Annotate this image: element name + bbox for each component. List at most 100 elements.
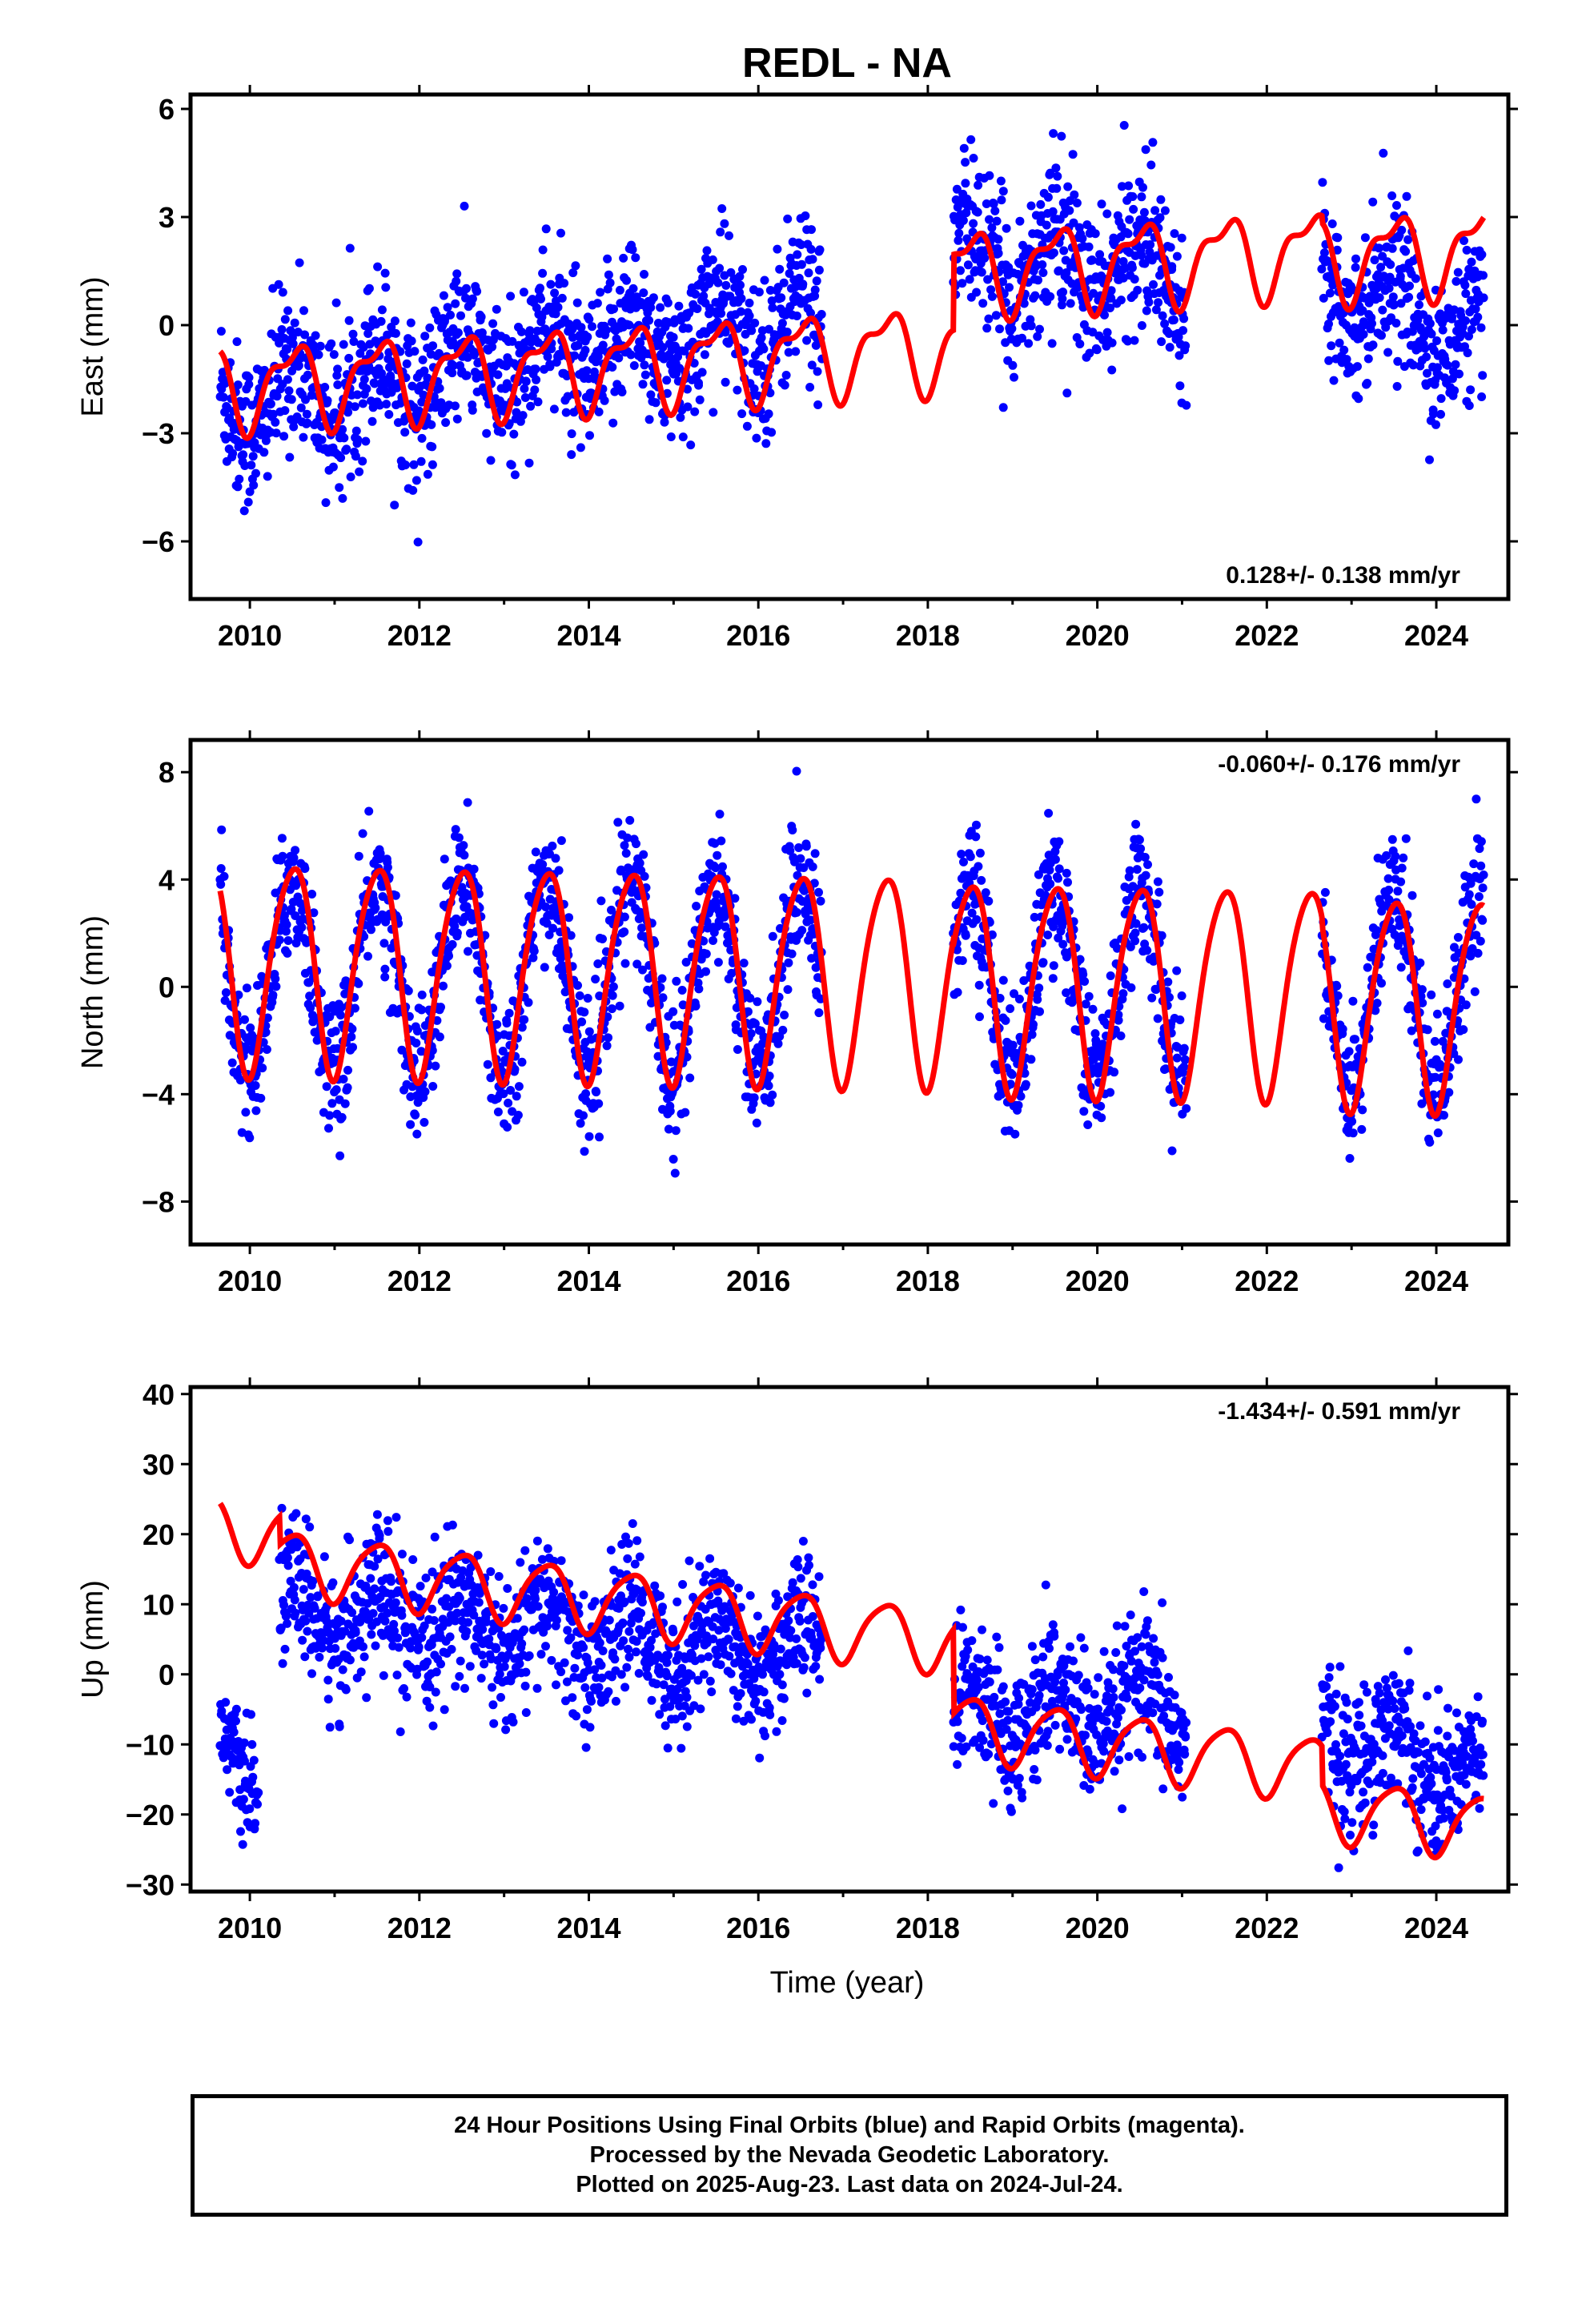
data-point [531,1594,540,1603]
data-point [268,991,278,999]
data-point [1345,1154,1355,1163]
data-point [236,1827,245,1836]
data-point [672,976,681,986]
data-point [1075,340,1085,348]
data-point [393,1633,403,1642]
data-point [373,262,383,271]
data-point [1344,1047,1354,1056]
data-point [807,954,817,963]
data-point [619,1636,628,1646]
data-point [542,919,552,928]
data-point [961,158,970,167]
data-point [1075,955,1085,964]
data-point [669,1007,678,1016]
data-point [286,326,295,336]
data-point [636,353,646,363]
data-point [682,1052,692,1062]
data-point [1078,234,1087,243]
data-point [363,951,372,961]
data-point [1008,1040,1018,1050]
data-point [1478,915,1488,925]
data-point [313,1591,323,1601]
data-point [363,329,373,338]
data-point [1460,236,1468,245]
data-point [294,361,303,370]
data-point [520,1625,529,1634]
data-point [736,280,745,290]
data-point [1035,324,1044,334]
data-point [1332,245,1342,255]
data-point [423,469,432,479]
data-point [1388,292,1398,302]
data-point [740,346,749,356]
data-point [520,384,529,393]
data-point [725,231,733,240]
data-point [608,991,617,1000]
data-point [713,850,722,860]
data-point [590,1597,600,1606]
data-point [323,1675,333,1685]
data-point [632,959,642,969]
data-point [981,888,990,898]
data-point [958,279,967,288]
data-point [1150,206,1160,215]
data-point [664,1651,673,1660]
data-point [447,1645,456,1654]
data-point [1476,861,1486,870]
data-point [220,379,230,388]
data-point [383,862,392,872]
data-point [321,498,331,508]
data-point [1128,192,1138,201]
data-point [1081,999,1090,1009]
data-point [1130,275,1139,284]
data-point [1425,319,1435,328]
data-point [737,294,746,304]
data-point [797,259,806,269]
data-point [713,958,723,967]
data-point [782,328,792,337]
data-point [580,345,590,355]
data-point [1054,837,1064,846]
data-point [1091,1039,1101,1049]
data-point [636,1608,645,1618]
data-point [274,279,283,289]
data-point [760,275,769,285]
data-point [580,1683,590,1692]
data-point [404,986,413,995]
data-point [594,1099,604,1108]
data-point [1318,178,1327,187]
data-point [662,376,672,385]
data-point [440,1705,449,1715]
data-point [656,1591,665,1601]
data-point [1087,255,1097,265]
data-point [592,299,602,308]
data-point [442,1594,452,1603]
data-point [761,439,771,448]
data-point [241,1108,251,1117]
data-point [442,961,452,971]
data-point [363,1598,372,1608]
data-point [640,370,650,380]
data-point [543,1622,552,1630]
data-point [990,206,1000,215]
data-point [478,1625,488,1634]
data-point [1054,874,1062,883]
data-point [340,1099,350,1108]
data-point [683,384,692,394]
data-point [570,351,580,360]
data-point [635,858,644,868]
data-point [536,283,544,293]
data-point [1045,866,1054,875]
data-point [356,1667,366,1677]
data-point [364,283,374,293]
data-point [339,1075,348,1084]
data-point [249,1755,259,1765]
data-point [1007,1070,1017,1080]
data-point [1428,409,1438,419]
data-point [488,1700,498,1710]
data-point [1396,963,1406,972]
data-point [572,298,582,308]
data-point [325,1111,335,1120]
data-point [1431,420,1440,429]
data-point [991,311,1001,320]
